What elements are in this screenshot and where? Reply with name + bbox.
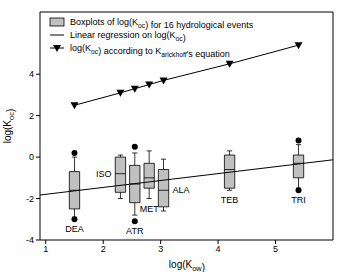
svg-text:2: 2 (101, 244, 106, 254)
svg-text:3: 3 (158, 244, 163, 254)
svg-text:4: 4 (29, 69, 34, 79)
svg-text:Linear regression on log(Koc): Linear regression on log(Koc) (70, 30, 186, 43)
svg-text:ATR: ATR (126, 226, 144, 236)
svg-text:Boxplots of log(Koc) for 16 hy: Boxplots of log(Koc) for 16 hydrological… (70, 17, 254, 30)
svg-text:MET: MET (140, 204, 160, 214)
svg-text:-2: -2 (26, 194, 34, 204)
svg-text:-4: -4 (26, 235, 34, 245)
svg-text:log(Kow): log(Kow) (169, 259, 205, 272)
svg-text:ALA: ALA (173, 185, 190, 195)
svg-text:TEB: TEB (221, 195, 239, 205)
svg-text:TRI: TRI (291, 195, 306, 205)
svg-text:5: 5 (273, 244, 278, 254)
svg-text:2: 2 (29, 111, 34, 121)
svg-text:DEA: DEA (65, 224, 84, 234)
svg-text:0: 0 (29, 152, 34, 162)
svg-text:log(Koc): log(Koc) (8, 109, 16, 144)
svg-text:4: 4 (216, 244, 221, 254)
svg-text:1: 1 (43, 244, 48, 254)
svg-text:ISO: ISO (96, 169, 112, 179)
svg-text:log(Koc) according to Karickho: log(Koc) according to Karickhoff's equat… (70, 43, 230, 59)
